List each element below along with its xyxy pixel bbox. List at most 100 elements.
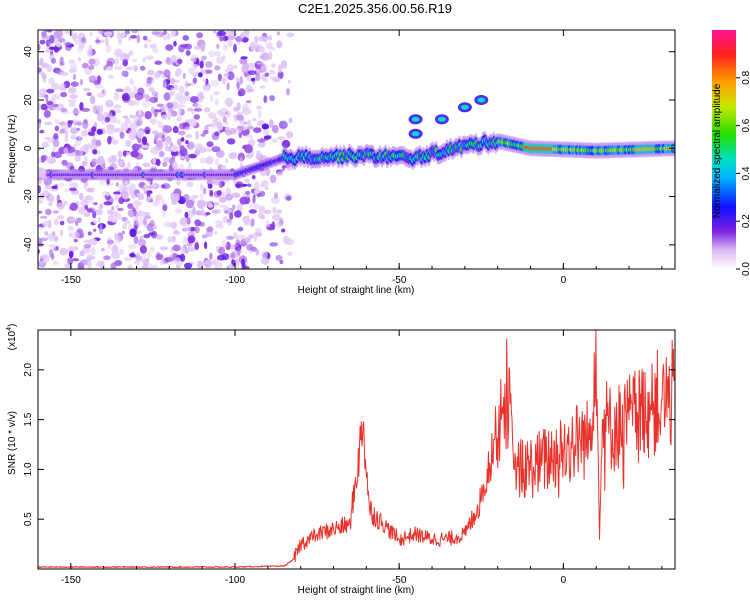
noise-blob bbox=[152, 158, 156, 164]
noise-blob bbox=[252, 175, 256, 179]
noise-blob bbox=[67, 120, 75, 124]
noise-blob bbox=[244, 144, 253, 154]
noise-blob bbox=[51, 82, 60, 91]
noise-blob bbox=[39, 39, 46, 45]
noise-blob bbox=[162, 30, 168, 35]
noise-blob bbox=[161, 198, 165, 205]
noise-blob bbox=[79, 102, 84, 111]
noise-blob bbox=[115, 235, 122, 244]
noise-blob bbox=[40, 103, 48, 111]
noise-blob bbox=[149, 96, 158, 103]
noise-blob bbox=[86, 143, 93, 149]
noise-blob bbox=[216, 43, 220, 50]
noise-blob bbox=[226, 235, 235, 240]
noise-blob bbox=[194, 219, 202, 227]
noise-blob bbox=[54, 125, 60, 132]
noise-blob bbox=[228, 262, 233, 269]
noise-blob bbox=[177, 95, 187, 104]
noise-blob bbox=[265, 42, 273, 49]
noise-blob bbox=[255, 249, 260, 256]
snr-point bbox=[369, 508, 371, 510]
noise-blob bbox=[126, 161, 131, 169]
noise-blob bbox=[82, 120, 89, 130]
noise-blob bbox=[99, 223, 103, 230]
noise-blob bbox=[82, 87, 91, 92]
noise-blob bbox=[133, 235, 139, 245]
spectrogram-x-tick-label: -50 bbox=[392, 275, 407, 286]
noise-blob bbox=[48, 244, 57, 248]
noise-blob bbox=[106, 128, 115, 135]
noise-blob bbox=[94, 84, 104, 89]
noise-blob bbox=[39, 215, 48, 219]
noise-blob bbox=[150, 106, 155, 114]
noise-blob bbox=[68, 182, 78, 188]
noise-blob bbox=[53, 260, 59, 266]
noise-blob bbox=[90, 256, 96, 260]
noise-blob bbox=[279, 259, 284, 265]
snr-point bbox=[562, 448, 565, 451]
noise-blob bbox=[182, 35, 190, 41]
noise-blob bbox=[215, 220, 224, 227]
noise-blob bbox=[117, 160, 126, 167]
noise-blob bbox=[178, 44, 185, 53]
snr-point bbox=[523, 468, 525, 470]
noise-blob bbox=[178, 85, 185, 94]
noise-blob bbox=[128, 129, 138, 138]
noise-blob bbox=[244, 134, 254, 139]
noise-blob bbox=[255, 73, 261, 82]
noise-blob bbox=[87, 131, 96, 137]
noise-blob bbox=[68, 218, 77, 222]
noise-blob bbox=[159, 259, 165, 265]
noise-blob bbox=[95, 139, 102, 147]
noise-blob bbox=[209, 94, 214, 103]
snr-point bbox=[546, 458, 548, 461]
noise-blob bbox=[189, 96, 199, 103]
noise-blob bbox=[44, 208, 52, 216]
noise-blob bbox=[44, 121, 53, 126]
noise-blob bbox=[39, 170, 47, 175]
noise-blob bbox=[61, 159, 68, 166]
noise-blob bbox=[276, 31, 281, 36]
noise-blob bbox=[113, 66, 123, 70]
noise-blob bbox=[107, 135, 112, 145]
snr-point bbox=[493, 438, 495, 441]
noise-blob bbox=[281, 139, 291, 149]
noise-blob bbox=[160, 184, 166, 189]
noise-blob bbox=[239, 76, 243, 85]
noise-blob bbox=[53, 30, 62, 39]
noise-blob bbox=[269, 76, 278, 80]
noise-blob bbox=[81, 62, 89, 69]
noise-blob bbox=[173, 229, 179, 235]
noise-blob bbox=[85, 257, 92, 262]
noise-blob bbox=[87, 260, 92, 269]
noise-blob bbox=[145, 39, 152, 43]
snr-scale-exponent: 4 bbox=[6, 327, 13, 331]
noise-blob bbox=[258, 36, 267, 42]
noise-blob bbox=[122, 59, 129, 62]
noise-blob bbox=[143, 43, 149, 49]
noise-blob bbox=[248, 70, 257, 75]
noise-blob bbox=[135, 201, 143, 206]
noise-blob bbox=[83, 161, 89, 167]
noise-blob bbox=[129, 114, 136, 119]
noise-blob bbox=[59, 71, 69, 77]
noise-blob bbox=[155, 253, 164, 261]
noise-blob bbox=[263, 135, 272, 140]
spectrogram-y-tick-label: 0 bbox=[23, 145, 34, 151]
noise-blob bbox=[200, 183, 204, 191]
snr-frame bbox=[37, 329, 676, 570]
noise-blob bbox=[204, 260, 210, 265]
noise-blob bbox=[277, 136, 286, 141]
noise-blob bbox=[248, 209, 257, 214]
snr-point bbox=[589, 438, 591, 441]
colorbar-ticks: 0.0 0.2 0.4 0.6 0.8 bbox=[736, 70, 750, 276]
snr-background bbox=[38, 330, 675, 569]
noise-blob bbox=[148, 87, 155, 92]
noise-blob bbox=[48, 202, 53, 207]
noise-blob bbox=[91, 126, 97, 133]
noise-blob bbox=[149, 219, 155, 227]
noise-blob bbox=[111, 251, 120, 260]
noise-blob bbox=[84, 204, 89, 210]
noise-blob bbox=[226, 64, 235, 71]
noise-blob bbox=[164, 256, 174, 263]
